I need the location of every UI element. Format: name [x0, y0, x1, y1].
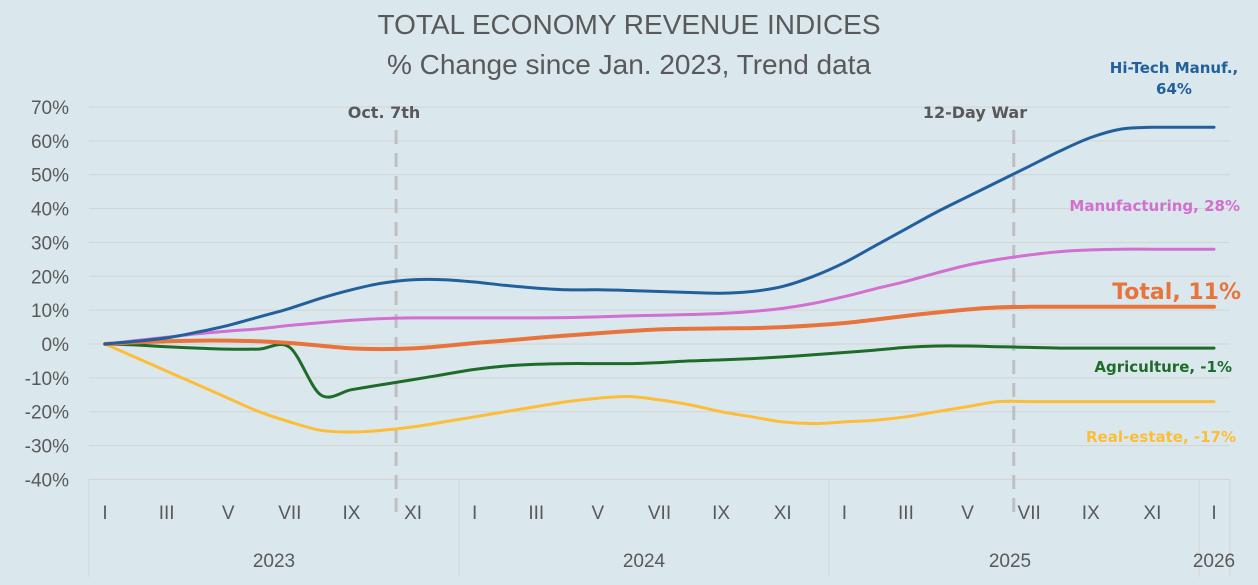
- y-tick-label: -30%: [25, 437, 69, 458]
- x-axis: I III V VII IX XI I III V VII IX XI I III V VII IX XI I202…: [88, 478, 1235, 577]
- x-month-tick-label: V: [592, 503, 605, 524]
- x-month-tick-label: I: [102, 503, 107, 524]
- y-tick-label: -20%: [25, 403, 69, 424]
- x-month-tick-label: I: [472, 503, 477, 524]
- y-tick-label: 0%: [42, 335, 70, 356]
- series-line-total: [103, 304, 1216, 352]
- event-label: Oct. 7th: [348, 103, 421, 122]
- x-month-tick-label: IX: [342, 503, 360, 524]
- x-month-tick-label: XI: [774, 503, 792, 524]
- x-month-tick-label: III: [898, 503, 914, 524]
- x-month-tick-label: V: [961, 503, 974, 524]
- series-line-agriculture: [103, 342, 1216, 399]
- x-month-tick-label: III: [528, 503, 544, 524]
- event-markers: Oct. 7th 12-Day War: [348, 103, 1027, 520]
- x-month-tick-label: I: [842, 503, 847, 524]
- gridlines: [89, 106, 1230, 480]
- y-tick-label: -10%: [25, 369, 69, 390]
- series-end-label: Real-estate, -17%: [1086, 428, 1236, 446]
- x-year-label: 2024: [623, 551, 666, 572]
- x-month-tick-label: XI: [1143, 503, 1161, 524]
- y-tick-label: 50%: [31, 166, 69, 187]
- x-month-tick-label: VII: [1018, 503, 1041, 524]
- y-axis: 70% 60% 50% 40% 30% 20% 10% 0% -10% -20% -30% -40%: [25, 98, 69, 491]
- x-month-tick-label: XI: [404, 503, 422, 524]
- chart-title-group: TOTAL ECONOMY REVENUE INDICES % Change s…: [377, 9, 880, 80]
- x-month-tick-label: IX: [712, 503, 730, 524]
- x-year-label: 2025: [989, 551, 1031, 572]
- series-end-label: Manufacturing, 28%: [1069, 197, 1240, 215]
- x-month-tick-label: IX: [1082, 503, 1100, 524]
- x-month-tick-label: VII: [278, 503, 301, 524]
- series-end-labels: Hi-Tech Manuf., 64% Manufacturing, 28% Tota…: [1069, 59, 1241, 446]
- x-month-tick-label: III: [159, 503, 175, 524]
- x-month-tick-label: VII: [648, 503, 671, 524]
- chart-subtitle: % Change since Jan. 2023, Trend data: [387, 49, 872, 80]
- x-year-label: 2023: [253, 551, 295, 572]
- series-end-label: Agriculture, -1%: [1094, 358, 1232, 376]
- event-label: 12-Day War: [923, 103, 1027, 122]
- y-tick-label: 70%: [31, 98, 69, 119]
- y-tick-label: 10%: [31, 301, 69, 322]
- series-lines: [103, 125, 1216, 434]
- series-line-real-estate: [103, 342, 1216, 434]
- chart-title: TOTAL ECONOMY REVENUE INDICES: [377, 9, 880, 40]
- y-tick-label: 60%: [31, 132, 69, 153]
- x-month-tick-label: V: [222, 503, 235, 524]
- series-line-manufacturing: [103, 247, 1216, 346]
- y-tick-label: 20%: [31, 267, 69, 288]
- y-tick-label: 30%: [31, 233, 69, 254]
- x-year-label: 2026: [1193, 551, 1235, 572]
- y-tick-label: 40%: [31, 200, 69, 221]
- y-tick-label: -40%: [25, 470, 69, 491]
- series-end-label: Hi-Tech Manuf., 64%: [1110, 59, 1238, 98]
- series-end-label: Total, 11%: [1112, 280, 1241, 305]
- series-line-hi-tech-manuf: [103, 125, 1216, 346]
- x-month-tick-label: I: [1211, 503, 1216, 524]
